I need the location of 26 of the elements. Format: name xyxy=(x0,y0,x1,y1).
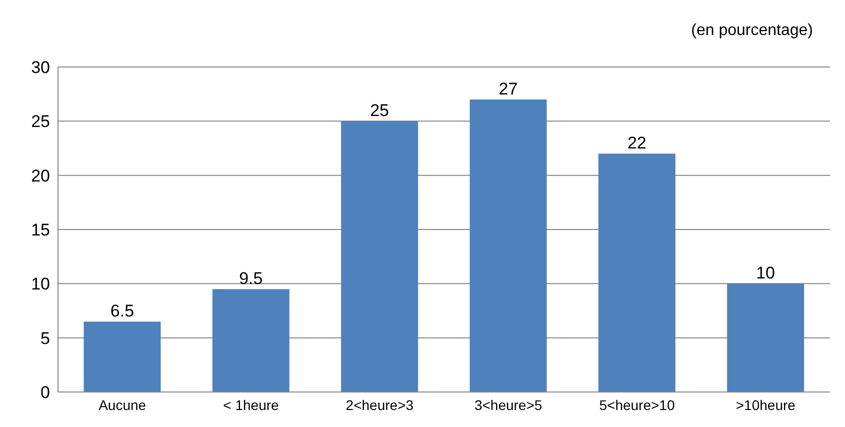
bar xyxy=(727,284,804,392)
data-label: 6.5 xyxy=(110,302,134,321)
data-label: 27 xyxy=(498,80,518,98)
y-tick-label: 20 xyxy=(31,166,50,186)
data-label: 25 xyxy=(370,101,390,120)
x-tick-label: 2<heure>3 xyxy=(346,396,414,413)
bar xyxy=(598,154,676,392)
y-tick-label: 30 xyxy=(31,58,50,78)
y-tick-label: 15 xyxy=(31,220,50,240)
x-tick-label: 5<heure>10 xyxy=(599,396,675,413)
x-tick-label: < 1heure xyxy=(223,396,280,413)
y-tick-label: 10 xyxy=(31,274,50,294)
data-label: 22 xyxy=(627,134,646,153)
text: (en pourcentage) xyxy=(691,22,813,40)
x-tick-label: Aucune xyxy=(98,396,146,413)
bar xyxy=(212,289,290,392)
x-tick-label: 3<heure>5 xyxy=(474,396,542,413)
y-tick-label: 0 xyxy=(40,383,50,402)
bar xyxy=(84,322,161,392)
data-label: 9.5 xyxy=(239,269,263,288)
x-tick-label: >10heure xyxy=(736,396,796,413)
data-label: 10 xyxy=(756,264,776,283)
bar xyxy=(470,100,547,392)
y-tick-label: 5 xyxy=(40,328,50,348)
bar xyxy=(341,121,418,392)
y-tick-label: 25 xyxy=(31,112,50,132)
